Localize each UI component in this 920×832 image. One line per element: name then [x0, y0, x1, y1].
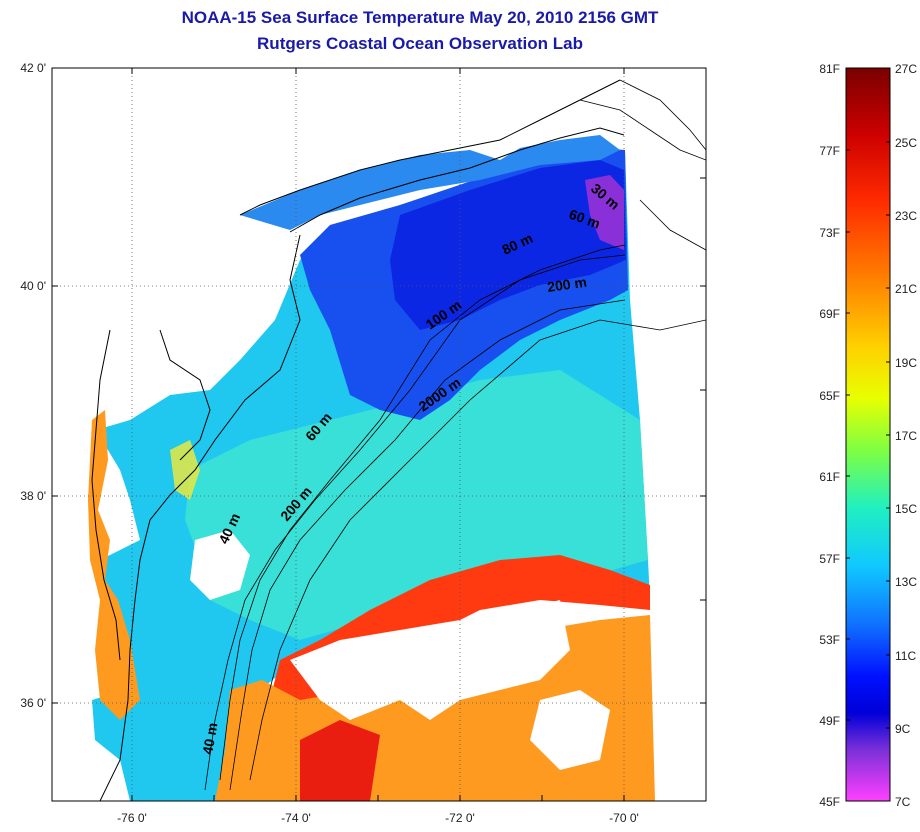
- colorbar-f-label: 81F: [819, 62, 840, 76]
- map-frame: [51, 67, 707, 802]
- colorbar-f-label: 53F: [819, 633, 840, 647]
- map-title: NOAA-15 Sea Surface Temperature May 20, …: [181, 8, 659, 27]
- cloud-patch-3: [530, 690, 610, 770]
- colorbar-f-label: 45F: [819, 795, 840, 809]
- map-image: 30 m 60 m 80 m 200 m 100 m 2000 m 60 m 2…: [52, 68, 706, 801]
- colorbar-c-label: 11C: [895, 649, 916, 663]
- chesapeake-warm: [88, 410, 140, 720]
- colorbar-c-label: 23C: [895, 209, 917, 223]
- lat-label-42: 42 0': [20, 61, 46, 75]
- bathymetry-contours: [204, 79, 706, 791]
- lon-label-70: -70 0': [609, 811, 639, 825]
- colorbar-f-label: 73F: [819, 226, 840, 240]
- contour-label-200m-north: 200 m: [546, 274, 588, 295]
- long-island-water: [240, 135, 620, 230]
- colorbar-c-label: 9C: [895, 722, 911, 736]
- colorbar-c-label: 27C: [895, 62, 917, 76]
- lat-label-36: 36 0': [20, 696, 46, 710]
- colorbar-f-label: 77F: [819, 144, 840, 158]
- colorbar: [845, 67, 891, 802]
- axis-ticks: [52, 67, 706, 801]
- delaware-warm: [170, 440, 200, 500]
- coldest-patch: [585, 175, 624, 250]
- contour-label-40m-south: 40 m: [199, 721, 220, 755]
- lat-label-40: 40 0': [20, 279, 46, 293]
- colorbar-f-label: 49F: [819, 714, 840, 728]
- colorbar-c-label: 17C: [895, 429, 917, 443]
- lon-label-76: -76 0': [117, 811, 147, 825]
- coastline: [91, 79, 625, 801]
- mid-shelf-water: [185, 370, 648, 640]
- lon-label-74: -74 0': [281, 811, 311, 825]
- hot-core: [300, 720, 380, 801]
- colorbar-c-label: 7C: [895, 795, 911, 809]
- graticule: [52, 68, 706, 801]
- colorbar-c-label: 25C: [895, 136, 917, 150]
- cloud-patch-2: [290, 600, 570, 720]
- colorbar-c-ticks: [886, 67, 890, 802]
- colorbar-c-label: 21C: [895, 282, 917, 296]
- lat-label-38: 38 0': [20, 489, 46, 503]
- lon-label-72: -72 0': [445, 811, 475, 825]
- cold-water-core: [390, 160, 626, 330]
- colorbar-f-label: 69F: [819, 307, 840, 321]
- colorbar-c-label: 15C: [895, 502, 917, 516]
- colorbar-f-label: 57F: [819, 552, 840, 566]
- colorbar-f-label: 61F: [819, 470, 840, 484]
- colorbar-c-label: 13C: [895, 575, 917, 589]
- cloud-patch-1: [190, 530, 250, 600]
- colorbar-c-label: 19C: [895, 356, 917, 370]
- colorbar-f-label: 65F: [819, 389, 840, 403]
- colorbar-f-ticks: [846, 67, 850, 802]
- map-subtitle: Rutgers Coastal Ocean Observation Lab: [257, 34, 583, 53]
